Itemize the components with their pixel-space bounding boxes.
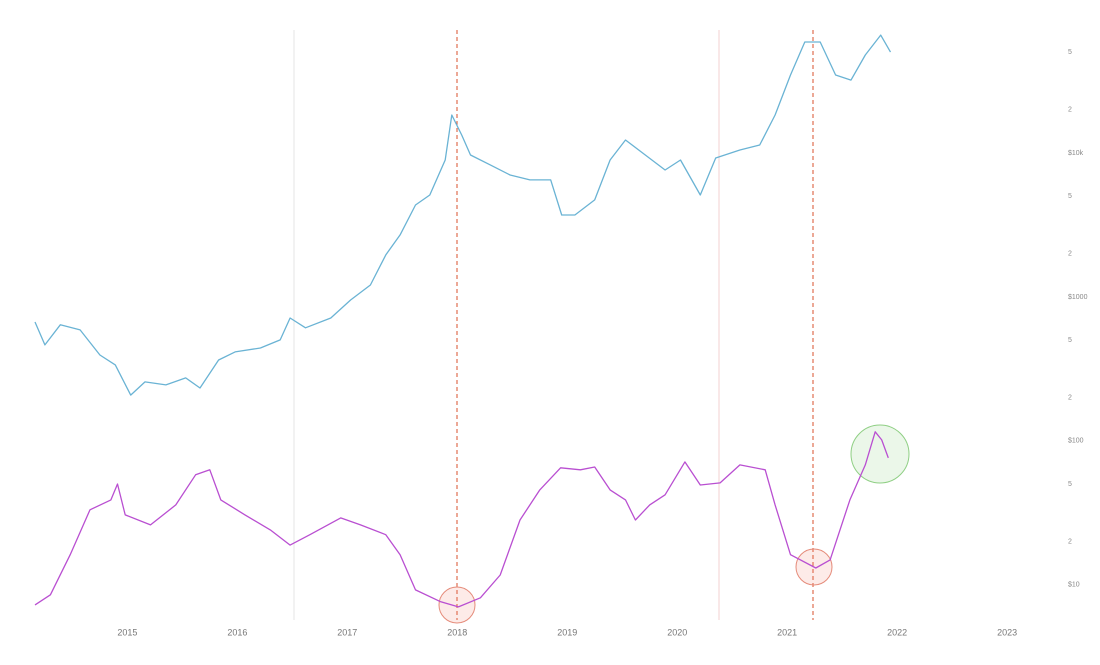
x-tick-label: 2021 [777, 627, 797, 637]
x-tick-label: 2020 [667, 627, 687, 637]
x-tick-label: 2018 [447, 627, 467, 637]
bottom-highlight [438, 586, 476, 624]
x-tick-label: 2022 [887, 627, 907, 637]
y-tick-label: 5 [1068, 49, 1072, 56]
y-tick-label: 5 [1068, 481, 1072, 488]
y-tick-label: 2 [1068, 538, 1072, 545]
y-tick-label: $100 [1068, 438, 1084, 445]
x-tick-label: 2023 [997, 627, 1017, 637]
y-tick-label: $1000 [1068, 294, 1088, 301]
x-tick-label: 2016 [227, 627, 247, 637]
y-tick-label: $10k [1068, 150, 1084, 157]
top-highlight [850, 424, 910, 484]
y-tick-label: 5 [1068, 193, 1072, 200]
x-tick-label: 2015 [117, 627, 137, 637]
series-line [34, 34, 892, 396]
series-line [34, 431, 889, 608]
x-tick-label: 2017 [337, 627, 357, 637]
y-tick-label: $10 [1068, 582, 1080, 589]
y-tick-label: 2 [1068, 106, 1072, 113]
y-tick-label: 2 [1068, 394, 1072, 401]
y-tick-label: 2 [1068, 250, 1072, 257]
y-tick-label: 5 [1068, 337, 1072, 344]
x-tick-label: 2019 [557, 627, 577, 637]
